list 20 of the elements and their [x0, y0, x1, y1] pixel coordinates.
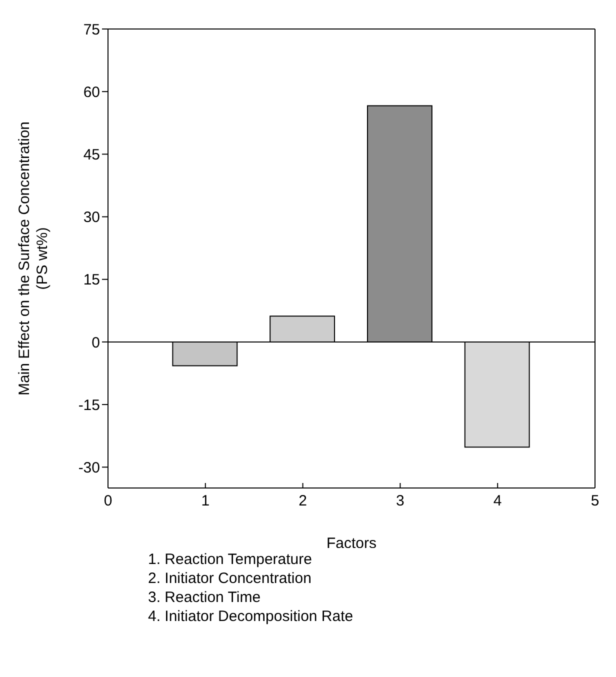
- text: 2. Initiator Concentration: [148, 569, 312, 588]
- y-axis-title: Main Effect on the Surface Concentration (PS wt%): [16, 121, 51, 396]
- x-tick-label: 5: [590, 492, 600, 510]
- text: 1. Reaction Temperature: [148, 551, 312, 568]
- text: 3. Reaction Time: [148, 588, 262, 607]
- y-tick-label: 0: [92, 334, 100, 352]
- y-tick-label: -30: [78, 459, 100, 476]
- y-tick-label: -15: [78, 396, 100, 414]
- y-tick-label: 45: [83, 146, 100, 164]
- y-tick-label: 30: [83, 209, 100, 226]
- text: 4. Initiator Decomposition Rate: [148, 607, 354, 626]
- x-tick-label: 0: [104, 492, 112, 510]
- x-tick-label: 3: [396, 492, 404, 510]
- x-tick-label: 1: [201, 492, 210, 510]
- y-tick-label: 75: [83, 21, 100, 38]
- x-tick-label: 4: [493, 492, 502, 510]
- x-tick-label: 2: [298, 492, 307, 510]
- y-tick-label: 60: [83, 84, 100, 101]
- x-axis-title: Factors: [326, 535, 377, 552]
- y-tick-label: 15: [83, 272, 100, 289]
